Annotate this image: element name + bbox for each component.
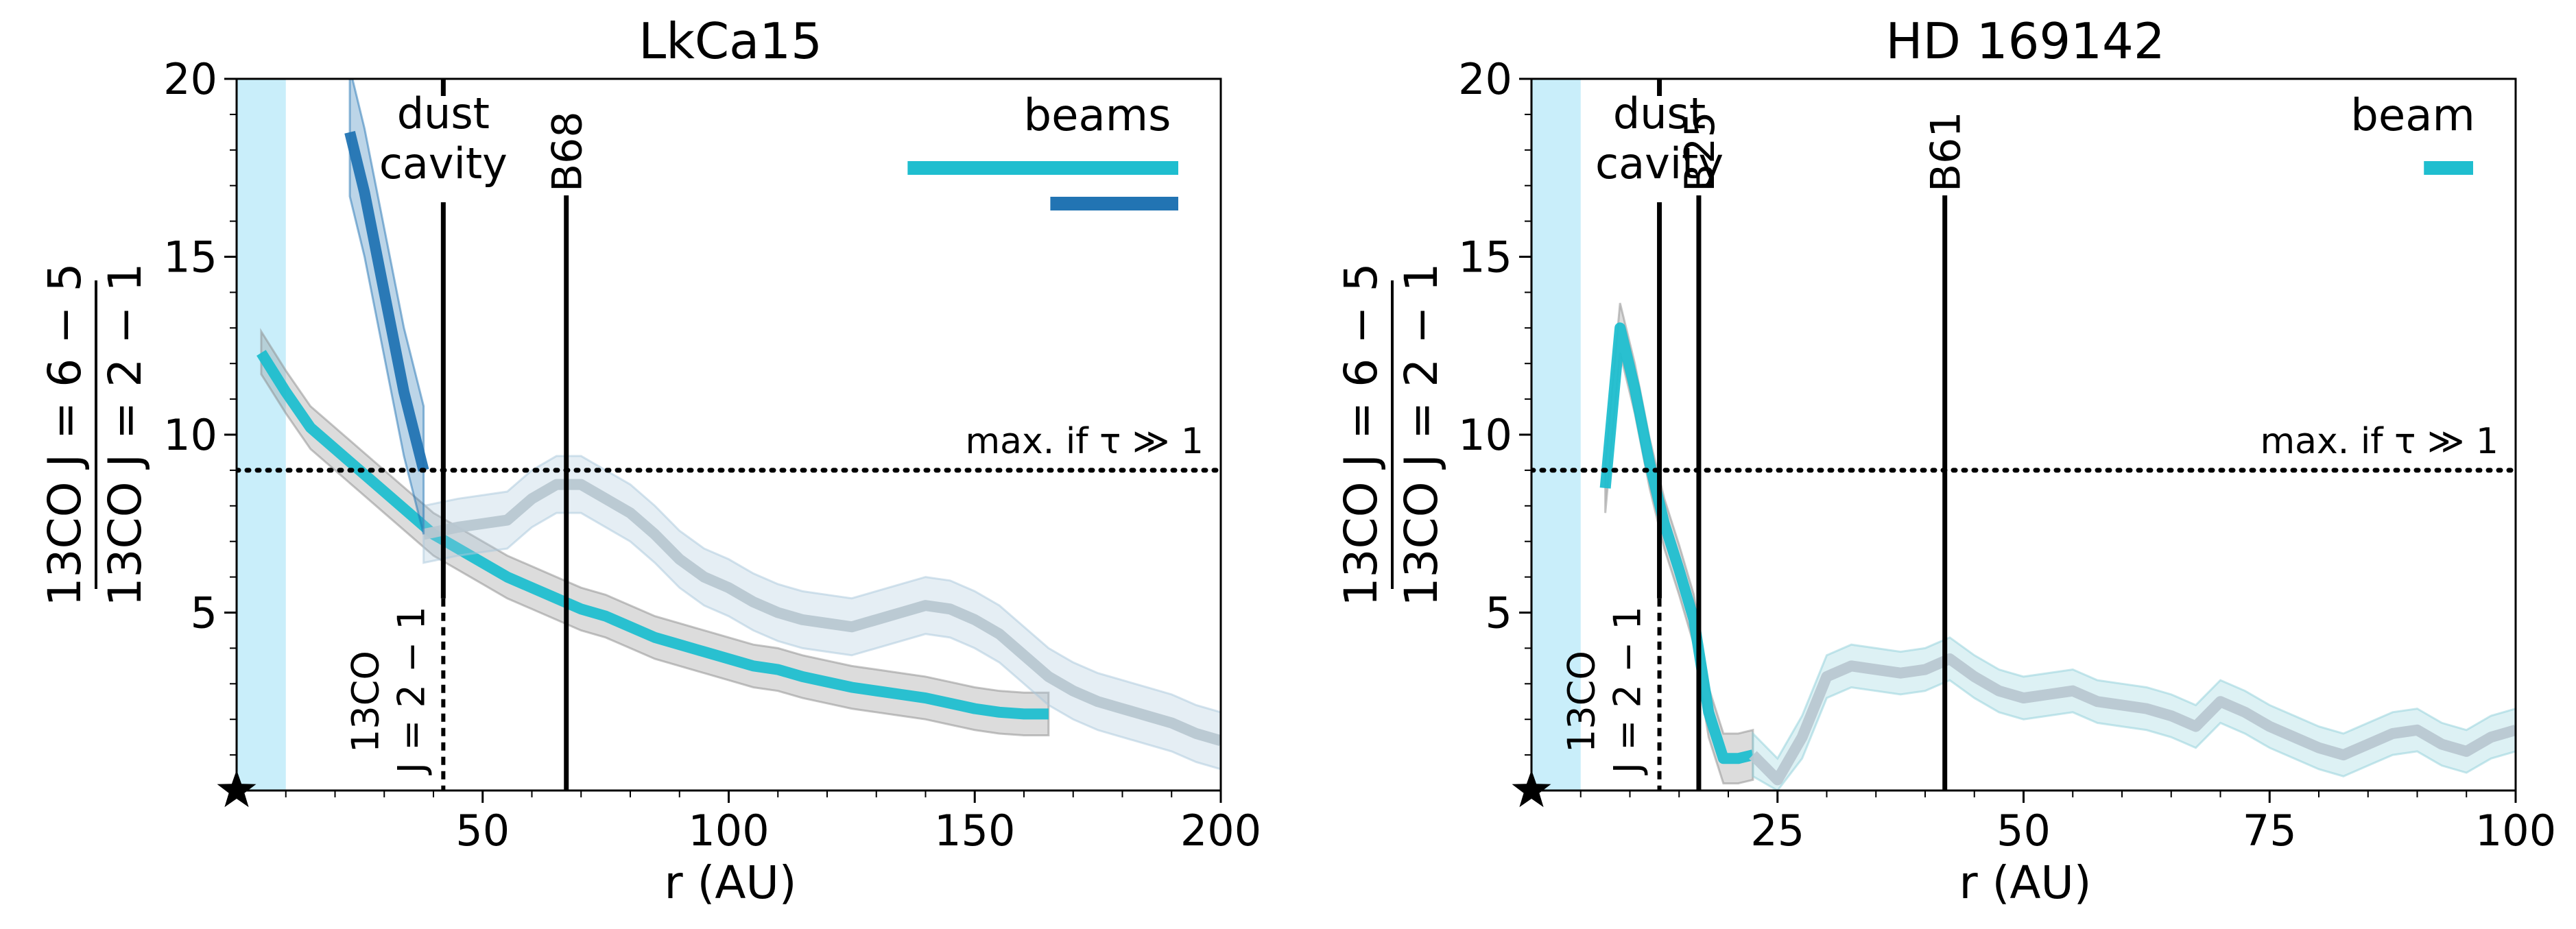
y-label-numerator: 13CO J = 6 − 5 <box>38 263 91 607</box>
annotation-bottom-label-iso: 13CO <box>344 651 387 753</box>
plot-area <box>237 79 1221 791</box>
series-line <box>257 350 1049 720</box>
x-tick-label: 50 <box>455 806 510 856</box>
y-tick-label: 15 <box>1458 232 1512 282</box>
plot-area <box>1531 79 2516 791</box>
annotation-bottom-label-iso: 13CO <box>1560 651 1603 753</box>
series-line <box>344 130 429 472</box>
series-band <box>422 455 1221 771</box>
x-tick-label: 100 <box>2475 806 2556 856</box>
y-tick-label: 20 <box>163 54 217 104</box>
chart2-xlabel: r (AU) <box>1959 856 2091 909</box>
y-label-numerator: 13CO J = 6 − 5 <box>1335 263 1387 607</box>
y-tick-label: 5 <box>1486 588 1512 638</box>
y-axis-label: 13CO J = 6 − 5 13CO J = 2 − 1 <box>38 263 152 607</box>
y-label-denominator: 13CO J = 2 − 1 <box>1395 263 1448 607</box>
x-tick-label: 25 <box>1750 806 1804 856</box>
x-tick-label: 150 <box>934 806 1015 856</box>
y-tick-label: 10 <box>163 410 217 460</box>
y-label-denominator: 13CO J = 2 − 1 <box>99 263 152 607</box>
beams-label: beams <box>1024 91 1171 141</box>
y-tick-label: 10 <box>1458 410 1512 460</box>
threshold-label: max. if τ ≫ 1 <box>965 421 1204 462</box>
annotation-label: B61 <box>1922 111 1970 192</box>
series-line <box>1599 322 1754 764</box>
annotation-label: cavity <box>379 138 508 189</box>
shaded-region <box>237 79 286 791</box>
series-line <box>1749 653 2516 786</box>
y-axis-label: 13CO J = 6 − 5 13CO J = 2 − 1 <box>1335 263 1448 607</box>
x-tick-label: 100 <box>688 806 769 856</box>
series-band <box>1752 636 2516 791</box>
beams-label: beam <box>2350 91 2475 141</box>
series-band <box>260 328 1050 737</box>
annotation-bottom-label: J = 2 − 1 <box>1606 606 1649 775</box>
y-tick-label: 20 <box>1458 54 1512 104</box>
shaded-region <box>1531 79 1581 791</box>
x-tick-label: 50 <box>1996 806 2051 856</box>
annotation-label: dust <box>1613 88 1706 138</box>
threshold-label: max. if τ ≫ 1 <box>2260 421 2499 462</box>
annotation-bottom-label: J = 2 − 1 <box>390 606 433 775</box>
chart1-xlabel: r (AU) <box>664 856 796 909</box>
annotation-label: B25 <box>1676 111 1724 192</box>
chart1-title: LkCa15 <box>639 12 822 70</box>
y-tick-label: 15 <box>163 232 217 282</box>
annotation-label: dust <box>397 88 490 138</box>
x-tick-label: 200 <box>1180 806 1261 856</box>
annotation-label: B68 <box>544 111 592 192</box>
chart2-title: HD 169142 <box>1885 12 2164 70</box>
annotation-label: cavity <box>1595 138 1724 189</box>
y-tick-label: 5 <box>191 588 217 638</box>
x-tick-label: 75 <box>2243 806 2297 856</box>
